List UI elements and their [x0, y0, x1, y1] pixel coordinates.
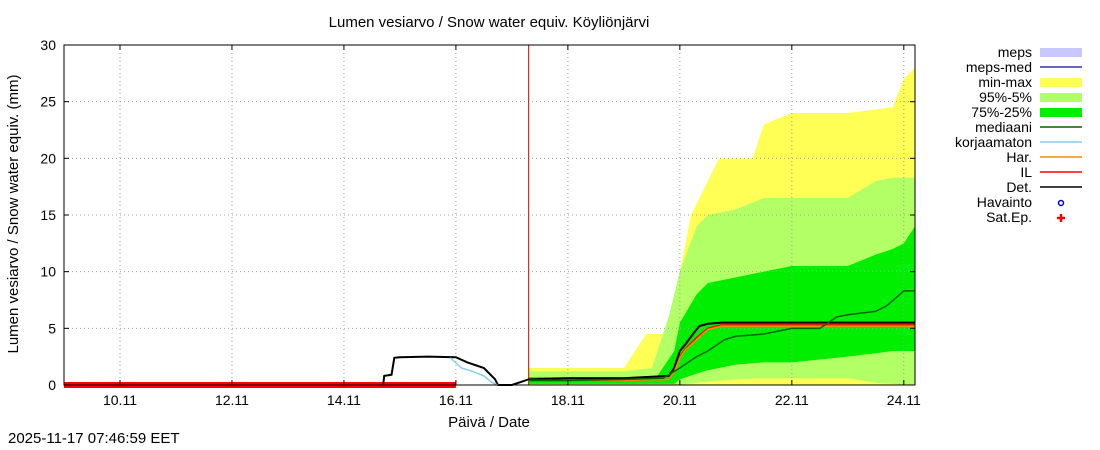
- legend-label: mediaani: [975, 119, 1032, 135]
- series-line-Det.: [382, 321, 915, 386]
- band-75%-25%: [528, 226, 915, 384]
- y-tick-label: 10: [40, 264, 56, 280]
- x-tick-label: 10.11: [103, 392, 137, 408]
- x-tick-label: 24.11: [887, 392, 921, 408]
- y-tick-label: 30: [40, 37, 56, 53]
- legend-swatch-meps: [1040, 48, 1082, 57]
- y-tick-label: 15: [40, 207, 56, 223]
- y-tick-label: 25: [40, 94, 56, 110]
- timestamp: 2025-11-17 07:46:59 EET: [8, 430, 180, 447]
- chart-title: Lumen vesiarvo / Snow water equiv. Köyli…: [329, 14, 650, 31]
- legend-label: Sat.Ep.: [986, 209, 1032, 225]
- legend-label: 75%-25%: [971, 104, 1032, 120]
- legend-label: IL: [1020, 164, 1032, 180]
- legend-swatch-Havainto: [1057, 199, 1065, 207]
- legend-label: korjaamaton: [955, 134, 1032, 150]
- legend-label: 95%-5%: [979, 89, 1032, 105]
- legend-label: meps: [998, 44, 1032, 60]
- x-tick-label: 18.11: [551, 392, 585, 408]
- y-axis-label: Lumen vesiarvo / Snow water equiv. (mm): [5, 75, 22, 354]
- x-tick-label: 14.11: [327, 392, 361, 408]
- legend-swatch-75%-25%: [1040, 108, 1082, 117]
- legend-label: Havainto: [977, 194, 1032, 210]
- series-line-korjaamaton: [449, 357, 499, 386]
- legend-label: meps-med: [966, 59, 1032, 75]
- x-axis-label: Päivä / Date: [448, 414, 530, 431]
- legend-label: min-max: [978, 74, 1032, 90]
- x-tick-label: 16.11: [439, 392, 473, 408]
- y-tick-label: 20: [40, 150, 56, 166]
- legend: mepsmeps-medmin-max95%-5%75%-25%mediaani…: [955, 44, 1082, 225]
- legend-swatch-95%-5%: [1040, 93, 1082, 102]
- y-tick-label: 5: [48, 320, 56, 336]
- plot-area: 10.11 12.11 14.11 16.11 18.11 20.11 22.11 24.11…: [40, 37, 921, 408]
- x-tick-label: 20.11: [663, 392, 697, 408]
- legend-label: Har.: [1006, 149, 1032, 165]
- legend-swatch-min-max: [1040, 78, 1082, 87]
- series-line-Har.: [528, 325, 915, 382]
- legend-label: Det.: [1006, 179, 1032, 195]
- x-tick-label: 22.11: [775, 392, 809, 408]
- x-tick-label: 12.11: [215, 392, 249, 408]
- series-line-mediaani: [528, 290, 915, 382]
- y-tick-label: 0: [48, 377, 56, 393]
